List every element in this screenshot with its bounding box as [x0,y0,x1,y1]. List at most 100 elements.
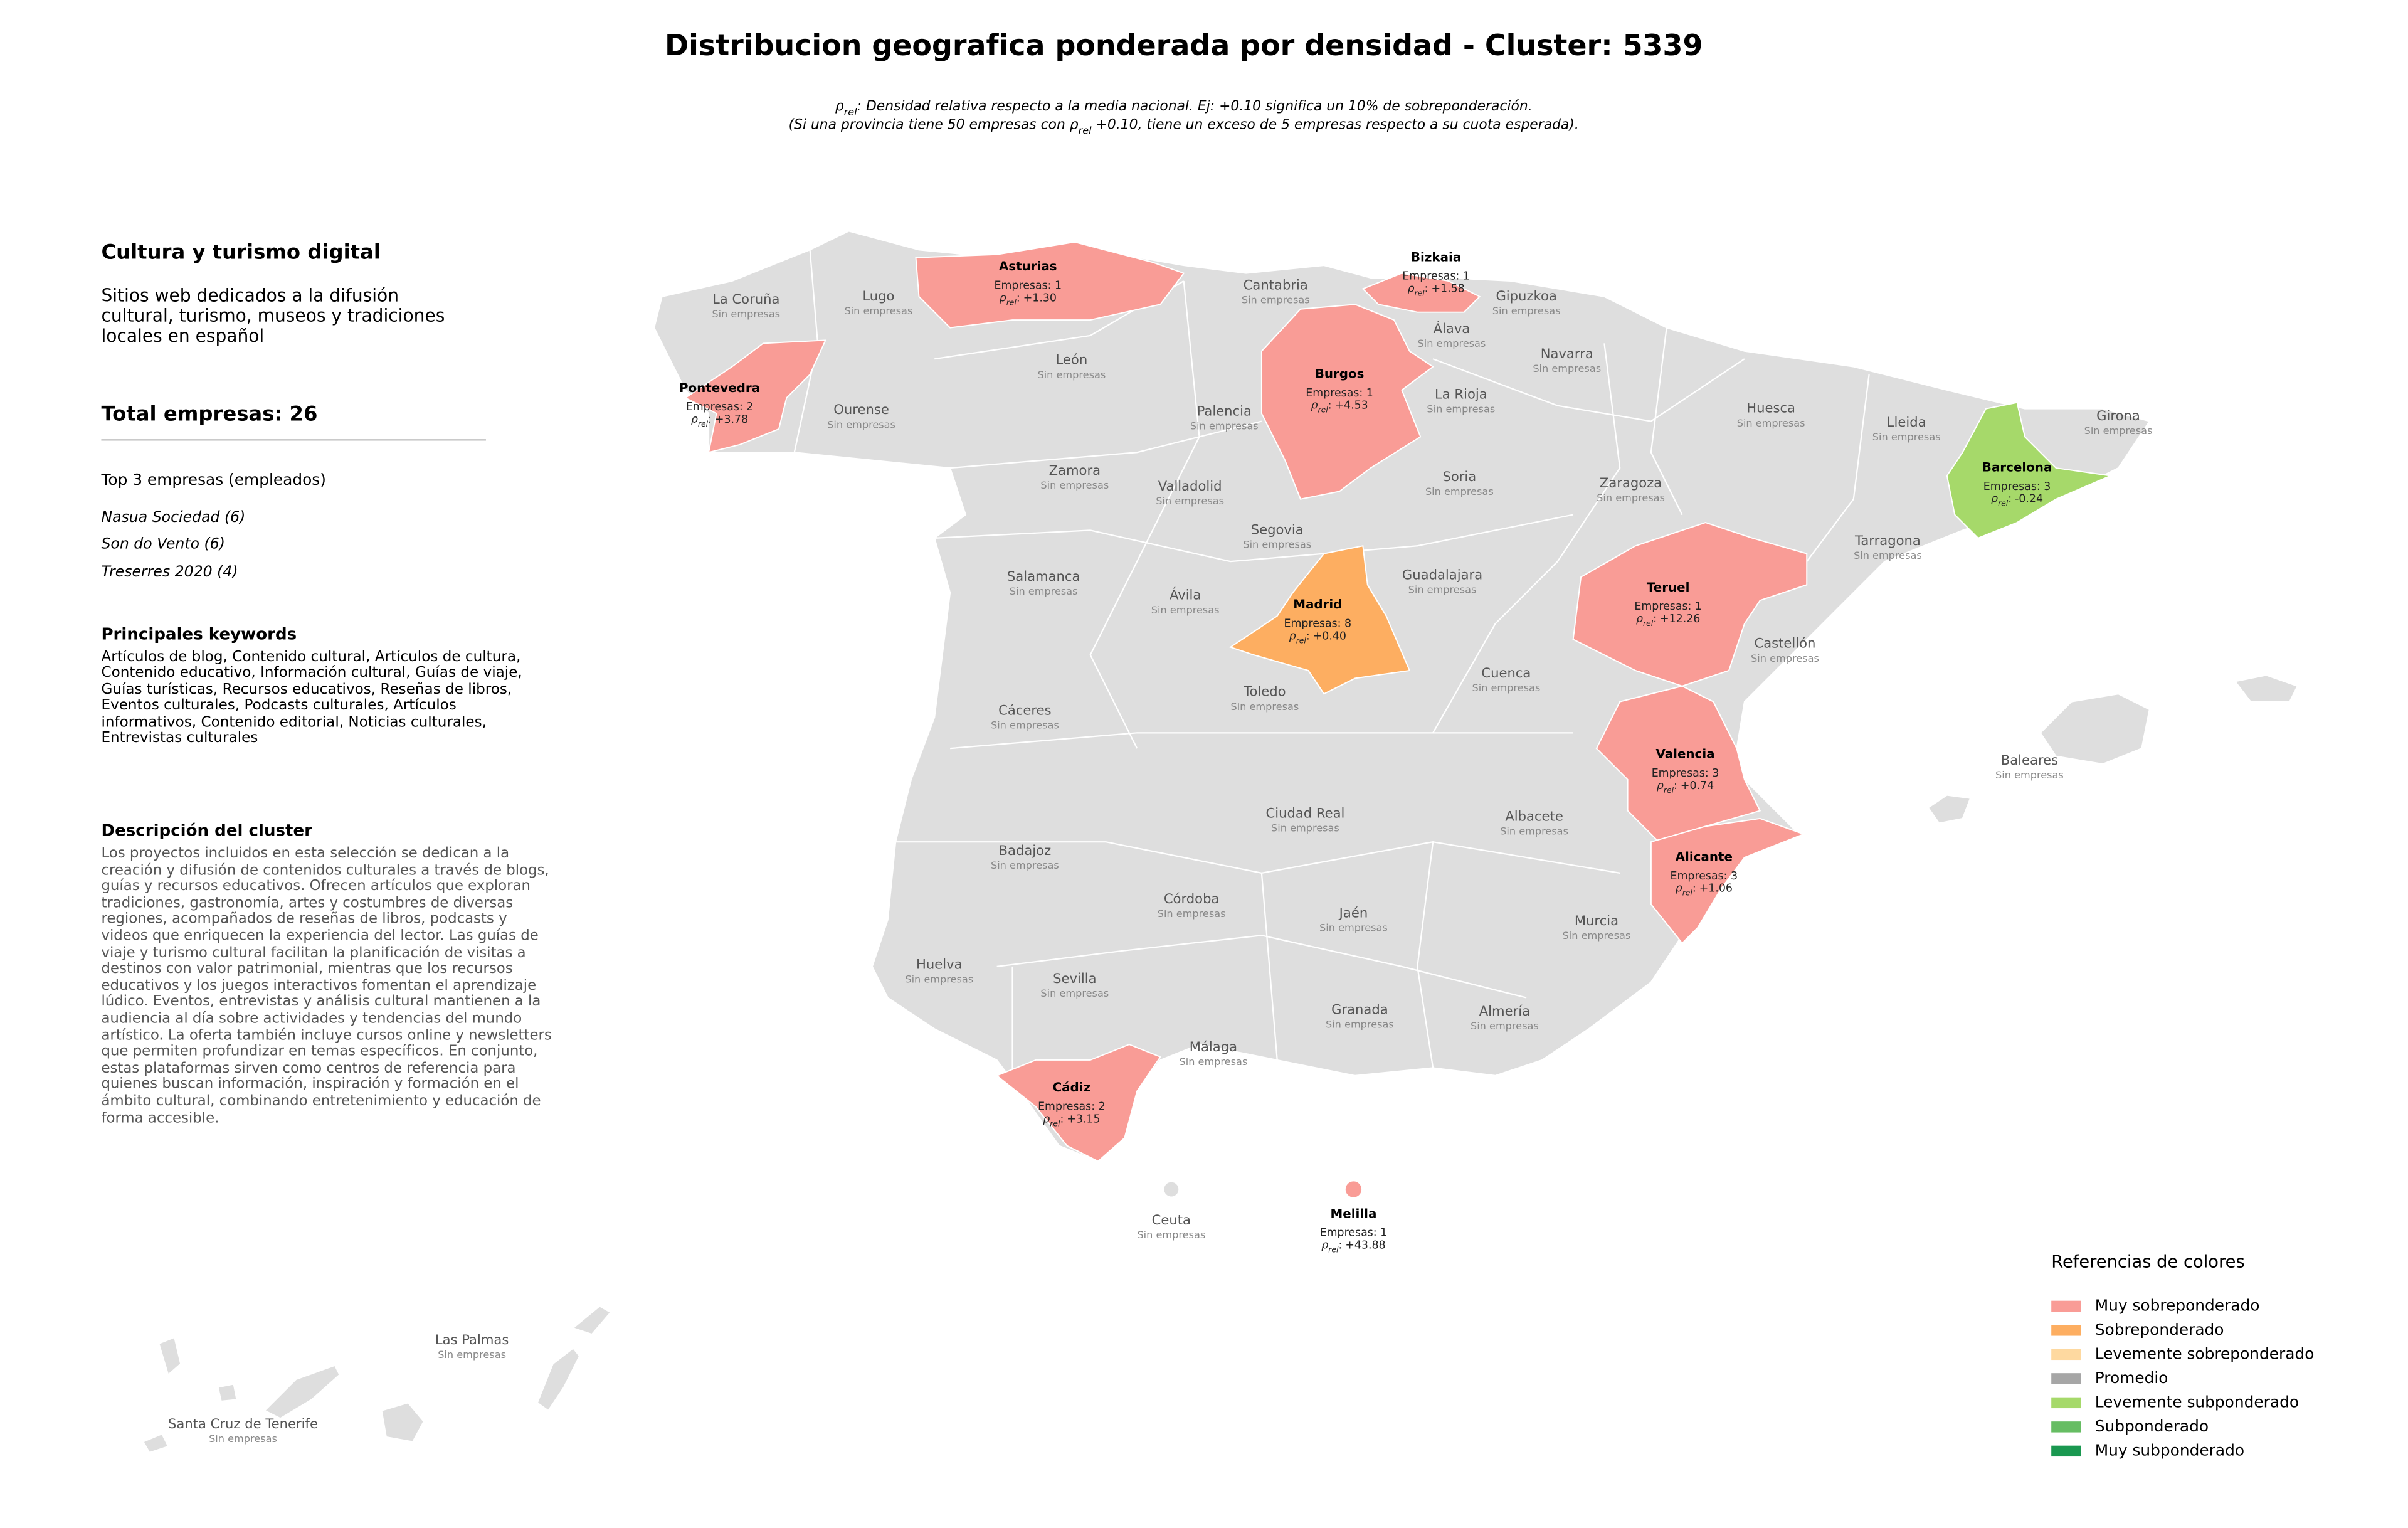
province-status: Sin empresas [991,859,1059,871]
province-companies: Empresas: 3 [1983,480,2051,493]
border [934,514,1573,563]
province-status: Sin empresas [209,1433,277,1445]
province-companies: Empresas: 1 [1306,387,1373,400]
province-name: Navarra [1541,346,1593,361]
border [1650,327,1683,516]
province-status: Sin empresas [1037,369,1106,381]
el-hierro [142,1433,169,1454]
province-status: Sin empresas [1737,417,1805,429]
tenerife [263,1364,341,1419]
province-name: Pontevedra [679,381,760,395]
province-shape [1946,401,2113,539]
province-status: Sin empresas [1040,479,1109,491]
province-name: Murcia [1575,913,1619,928]
province-rho: ρrel: +3.15 [1043,1113,1100,1128]
province-name: Ávila [1170,587,1201,603]
subtitle-part: ρ [1070,117,1079,133]
province-companies: Empresas: 1 [1634,600,1702,613]
province-status: Sin empresas [1872,431,1941,443]
province-status: Sin empresas [2084,425,2153,437]
province-name: Cuenca [1481,665,1531,681]
province-companies: Empresas: 1 [1402,270,1470,283]
province-name: Cádiz [1053,1080,1091,1095]
province-rho: ρrel: -0.24 [1991,493,2043,508]
province-status: Sin empresas [1597,492,1665,504]
province-name: Castellón [1754,635,1815,651]
ceuta-shape [1163,1180,1180,1198]
province-rho: ρrel: +1.58 [1407,282,1464,297]
province-name: Lugo [862,288,894,304]
province-companies: Empresas: 1 [1320,1227,1388,1239]
top-item: Treserres 2020 (4) [101,563,238,580]
province-status: Sin empresas [1326,1019,1394,1031]
top-title: Top 3 empresas (empleados) [100,470,325,489]
province-status: Sin empresas [438,1349,506,1361]
province-name: Huesca [1746,400,1795,416]
province-name: Burgos [1315,367,1365,381]
total: Total empresas: 26 [101,402,317,426]
province-companies: Empresas: 2 [1038,1100,1106,1113]
subtitle-part: ρ [835,98,844,114]
province-status: Sin empresas [905,974,973,985]
legend-swatch [2051,1349,2081,1361]
province-name: Segovia [1251,521,1304,537]
rho-value: +1.58 [1431,282,1464,295]
rho-subscript: rel [1643,618,1654,628]
province-shape [1572,521,1808,687]
province-status: Sin empresas [1500,825,1568,837]
province-shape [995,1044,1161,1162]
rho-separator: : [1017,292,1020,304]
province-companies: Empresas: 3 [1652,767,1719,780]
rho-subscript: rel [1318,405,1328,415]
rho-separator: : [1425,282,1428,295]
rho-subscript: rel [698,419,709,428]
border [950,732,1573,750]
top-item: Nasua Sociedad (6) [101,508,245,526]
legend-swatch [2051,1373,2081,1384]
rho-subscript: rel [1328,1245,1339,1255]
province-status: Sin empresas [1427,403,1495,415]
top-item: Son do Vento (6) [101,534,224,552]
rho-subscript: rel [1050,1118,1060,1128]
province-rho: ρrel: +3.78 [691,413,748,428]
province-status: Sin empresas [1492,305,1561,317]
keywords-box: Artículos de blog, Contenido cultural, A… [101,650,522,746]
province-status: Sin empresas [1319,922,1388,934]
province-name: Málaga [1190,1039,1237,1054]
province-name: Palencia [1197,403,1252,419]
province-name: Valencia [1656,747,1714,761]
rho-separator: : [1674,780,1677,792]
province-name: Badajoz [999,842,1052,858]
province-status: Sin empresas [712,308,780,320]
rho-value: +1.06 [1699,883,1733,895]
rho-symbol: ρ [1289,630,1296,642]
rho-symbol: ρ [1676,883,1682,895]
province-name: Sevilla [1053,970,1096,986]
fuerteventura [536,1347,581,1412]
province-name: Teruel [1647,580,1690,595]
province-name: La Coruña [712,291,779,307]
rho-separator: : [1060,1113,1064,1125]
province-rho: ρrel: +12.26 [1636,613,1700,628]
rho-symbol: ρ [1407,282,1414,295]
province-name: Albacete [1505,808,1563,824]
description-box: Los proyectos incluidos en esta selecció… [101,847,551,1126]
legend-label: Promedio [2095,1369,2168,1387]
province-name: Huelva [916,956,963,972]
province-companies: Empresas: 1 [995,279,1062,292]
province-status: Sin empresas [1425,485,1494,497]
left-panel: Cultura y turismo digital Sitios web ded… [100,240,551,1126]
subtitle-line: (Si una provincia tiene 50 empresas con … [789,117,1579,137]
province-status: Sin empresas [1533,363,1601,374]
province-name: Ceuta [1152,1212,1191,1228]
province-name: Lleida [1887,414,1926,430]
province-name: Ourense [833,401,889,417]
ibiza [1927,794,1972,824]
legend-swatch [2051,1300,2081,1312]
province-name: Las Palmas [435,1332,509,1347]
map-base [142,230,2299,1454]
legend-label: Sobreponderado [2095,1320,2224,1339]
mallorca [2039,693,2150,765]
